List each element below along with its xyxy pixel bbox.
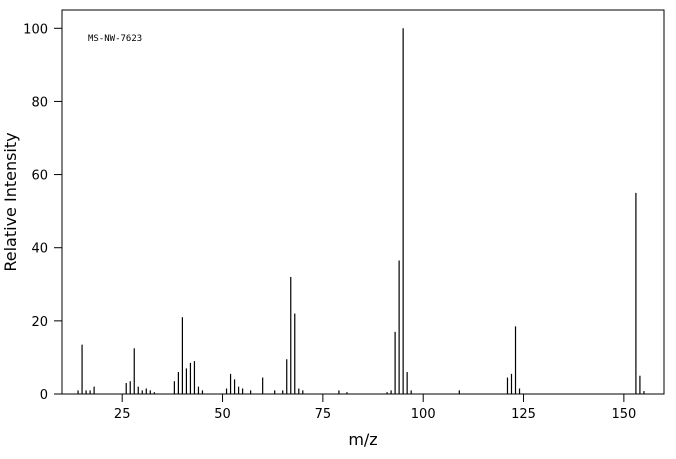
x-tick-label: 50 [214,407,231,422]
plot-frame [61,9,665,395]
x-tick-label: 125 [511,407,536,422]
annotation: MS-NW-7623 [88,34,142,44]
y-tick-label: 40 [31,242,48,257]
y-tick-label: 80 [31,95,48,110]
y-tick-label: 0 [40,388,48,403]
x-tick-label: 75 [315,407,332,422]
y-tick-label: 60 [31,169,48,184]
x-axis-label: m/z [348,430,377,449]
x-tick-label: 25 [114,407,131,422]
x-tick-label: 150 [611,407,636,422]
y-tick-label: 100 [23,22,48,37]
y-axis-label: Relative Intensity [1,132,20,271]
y-tick-label: 20 [31,315,48,330]
x-tick-label: 100 [411,407,436,422]
